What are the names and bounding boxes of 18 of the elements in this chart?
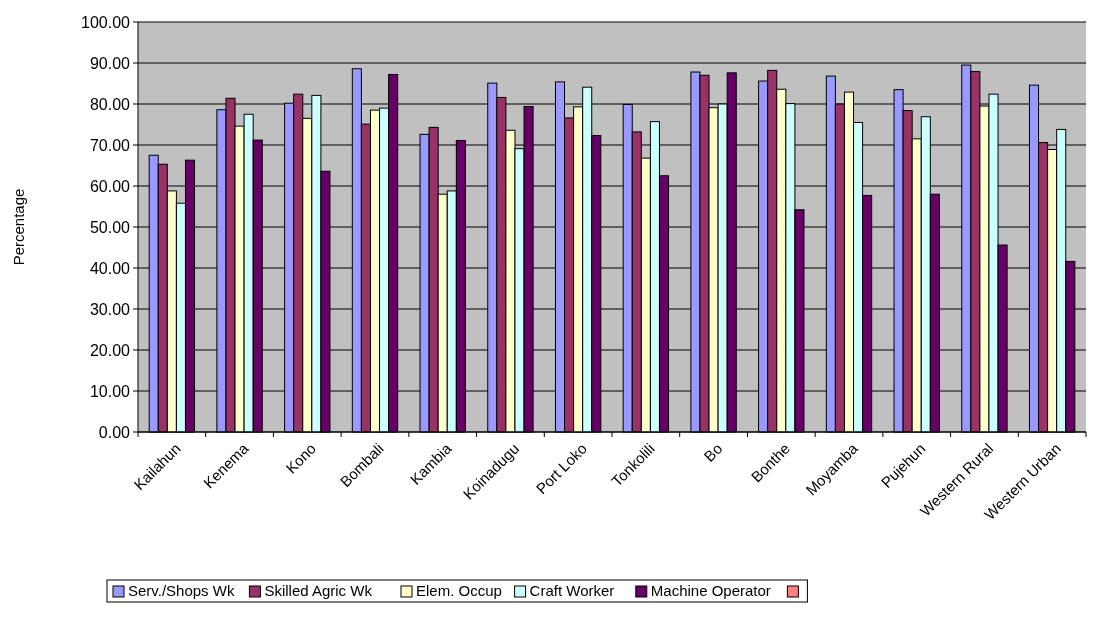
y-tick-label: 30.00 — [89, 300, 131, 318]
legend-label: Craft Worker — [529, 582, 615, 599]
legend-label: Serv./Shops Wk — [128, 582, 235, 599]
y-tick-label: 10.00 — [89, 382, 131, 400]
y-tick-label: 40.00 — [89, 259, 131, 277]
y-tick-label: 60.00 — [89, 177, 131, 195]
y-tick-label: 100.00 — [81, 13, 131, 31]
legend-label: Elem. Occup — [416, 582, 502, 599]
y-tick-label: 80.00 — [89, 95, 131, 113]
y-tick-label: 50.00 — [89, 218, 131, 236]
y-axis-title: Percentage — [10, 188, 27, 266]
legend-label: Machine Operator — [650, 582, 771, 599]
legend-label: Skilled Agric Wk — [264, 582, 373, 599]
y-tick-label: 0.00 — [98, 423, 131, 441]
y-tick-label: 90.00 — [89, 54, 131, 72]
x-tick-label: Bo — [700, 439, 726, 465]
y-tick-label: 20.00 — [89, 341, 131, 359]
y-tick-label: 70.00 — [89, 136, 131, 154]
